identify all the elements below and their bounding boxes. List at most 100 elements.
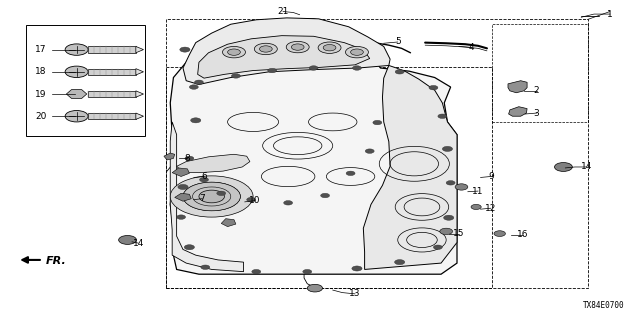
Polygon shape <box>198 36 370 78</box>
Circle shape <box>177 215 186 219</box>
Text: 12: 12 <box>485 204 497 213</box>
Polygon shape <box>177 154 250 173</box>
Circle shape <box>303 269 312 274</box>
Circle shape <box>195 80 204 84</box>
Circle shape <box>353 66 362 70</box>
Circle shape <box>217 191 226 196</box>
Polygon shape <box>136 91 143 97</box>
Text: 14: 14 <box>132 239 144 248</box>
Circle shape <box>494 231 506 236</box>
Circle shape <box>444 215 454 220</box>
Polygon shape <box>175 193 191 201</box>
Bar <box>492 24 588 122</box>
Circle shape <box>394 260 404 265</box>
Circle shape <box>223 46 246 58</box>
Circle shape <box>254 43 277 55</box>
Circle shape <box>65 44 88 55</box>
Text: 14: 14 <box>580 163 592 172</box>
Circle shape <box>201 265 210 269</box>
Circle shape <box>455 184 468 190</box>
Circle shape <box>189 85 198 89</box>
Text: 7: 7 <box>199 194 205 203</box>
Polygon shape <box>170 122 244 272</box>
Circle shape <box>178 184 188 189</box>
Polygon shape <box>221 219 236 227</box>
Bar <box>26 25 145 136</box>
Polygon shape <box>164 153 175 160</box>
Text: 18: 18 <box>35 67 47 76</box>
Circle shape <box>252 269 260 274</box>
Circle shape <box>184 245 195 250</box>
Circle shape <box>65 110 88 122</box>
Circle shape <box>291 44 304 50</box>
Polygon shape <box>364 66 457 269</box>
Text: 6: 6 <box>201 172 207 181</box>
Circle shape <box>429 85 438 90</box>
Circle shape <box>170 176 253 217</box>
Circle shape <box>185 156 194 161</box>
Polygon shape <box>172 168 189 177</box>
Text: 3: 3 <box>534 108 540 117</box>
Polygon shape <box>509 107 527 116</box>
Circle shape <box>318 42 341 53</box>
Bar <box>166 20 588 288</box>
Text: 16: 16 <box>517 230 529 239</box>
Text: 1: 1 <box>607 10 613 19</box>
Circle shape <box>191 118 201 123</box>
Circle shape <box>352 266 362 271</box>
Text: 10: 10 <box>249 196 260 205</box>
Circle shape <box>433 245 442 250</box>
Text: 4: 4 <box>469 43 474 52</box>
Circle shape <box>232 74 241 78</box>
Polygon shape <box>67 90 87 99</box>
Bar <box>88 91 136 97</box>
Text: 13: 13 <box>349 289 361 298</box>
Polygon shape <box>136 46 143 53</box>
Circle shape <box>268 68 276 73</box>
Circle shape <box>446 180 455 185</box>
Circle shape <box>286 41 309 53</box>
Circle shape <box>351 49 364 55</box>
Circle shape <box>259 46 272 52</box>
Polygon shape <box>170 19 457 274</box>
Circle shape <box>180 47 190 52</box>
Polygon shape <box>508 81 527 93</box>
Circle shape <box>246 197 255 202</box>
Polygon shape <box>136 113 143 119</box>
Circle shape <box>199 190 225 203</box>
Circle shape <box>228 49 241 55</box>
Text: 9: 9 <box>488 172 493 181</box>
Circle shape <box>346 46 369 58</box>
Text: 21: 21 <box>277 7 289 16</box>
Circle shape <box>183 182 241 211</box>
Circle shape <box>183 182 241 211</box>
Circle shape <box>395 69 404 74</box>
Polygon shape <box>136 69 143 75</box>
Text: 11: 11 <box>472 187 484 196</box>
Text: FR.: FR. <box>46 256 67 266</box>
Text: 17: 17 <box>35 45 47 54</box>
Text: TX84E0700: TX84E0700 <box>583 301 625 310</box>
Bar <box>166 67 492 288</box>
Bar <box>88 46 136 53</box>
Circle shape <box>200 178 209 182</box>
Circle shape <box>323 44 336 51</box>
Circle shape <box>442 146 452 151</box>
Text: 5: 5 <box>395 37 401 46</box>
Circle shape <box>321 193 330 198</box>
Text: 19: 19 <box>35 90 47 99</box>
Circle shape <box>440 228 452 235</box>
Text: 8: 8 <box>184 154 190 163</box>
Circle shape <box>438 114 447 118</box>
Circle shape <box>284 201 292 205</box>
Circle shape <box>554 163 572 172</box>
Bar <box>88 113 136 119</box>
Polygon shape <box>183 18 390 84</box>
Circle shape <box>373 120 382 125</box>
Bar <box>88 69 136 75</box>
Circle shape <box>365 149 374 153</box>
Circle shape <box>118 236 136 244</box>
Text: 2: 2 <box>534 86 540 95</box>
Circle shape <box>471 204 481 210</box>
Circle shape <box>346 171 355 176</box>
